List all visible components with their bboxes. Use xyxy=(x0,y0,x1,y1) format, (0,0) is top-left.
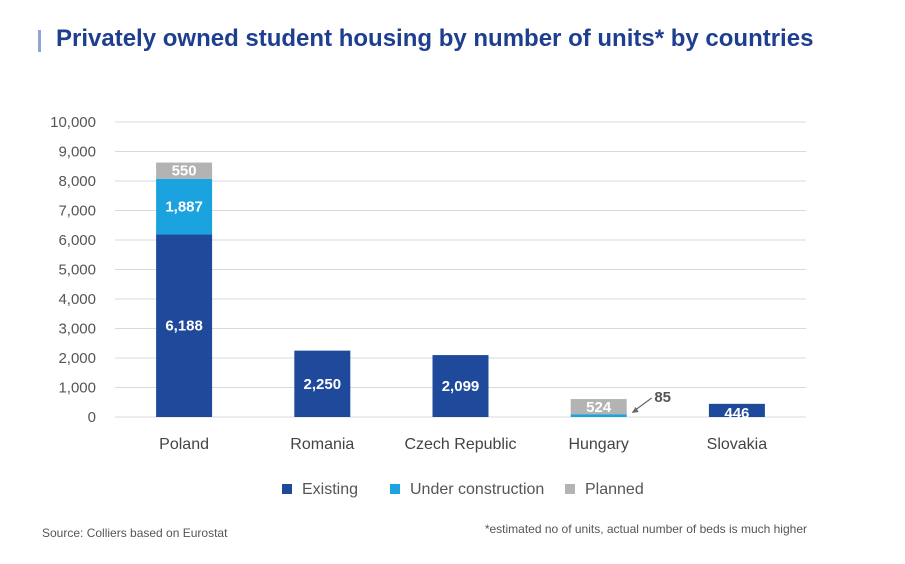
category-label: Slovakia xyxy=(707,436,768,453)
y-tick-label: 3,000 xyxy=(58,321,96,338)
y-tick-label: 4,000 xyxy=(58,291,96,308)
category-label: Czech Republic xyxy=(404,436,516,453)
data-label: 446 xyxy=(724,405,749,422)
data-label: 524 xyxy=(586,399,612,416)
y-tick-label: 10,000 xyxy=(50,114,96,131)
y-tick-label: 5,000 xyxy=(58,262,96,279)
data-label: 6,188 xyxy=(165,318,203,335)
legend-swatch xyxy=(565,484,575,494)
stacked-bar-chart: 0 1,000 2,000 3,000 4,000 5,000 6,000 7,000 8,00… xyxy=(50,114,806,498)
data-label: 2,099 xyxy=(442,378,480,395)
data-labels: 6,188 1,887 550 2,250 2,099 524 85 446 xyxy=(165,163,749,422)
data-label: 2,250 xyxy=(304,376,342,393)
y-tick-label: 1,000 xyxy=(58,380,96,397)
y-tick-label: 8,000 xyxy=(58,173,96,190)
data-label: 85 xyxy=(654,389,671,406)
chart-title: Privately owned student housing by numbe… xyxy=(56,25,814,52)
bar-poland-under-construction xyxy=(156,178,213,235)
legend-label: Existing xyxy=(302,481,358,498)
legend-swatch xyxy=(390,484,400,494)
legend-swatch xyxy=(282,484,292,494)
title-accent-bar xyxy=(38,30,41,52)
y-tick-label: 0 xyxy=(88,409,96,426)
y-tick-label: 6,000 xyxy=(58,232,96,249)
callout-arrowhead xyxy=(631,407,639,413)
data-label: 550 xyxy=(172,163,197,180)
bar-romania-existing xyxy=(294,350,351,417)
bar-poland-existing xyxy=(156,234,213,417)
category-label: Hungary xyxy=(568,436,628,453)
grid-lines xyxy=(115,121,806,418)
category-label: Romania xyxy=(290,436,354,453)
footnote: *estimated no of units, actual number of… xyxy=(484,522,807,536)
category-label: Poland xyxy=(159,436,209,453)
legend-label: Under construction xyxy=(410,481,544,498)
legend: Existing Under construction Planned xyxy=(282,481,644,498)
legend-label: Planned xyxy=(585,481,644,498)
bar-poland-planned xyxy=(156,162,213,179)
bar-hungary-planned xyxy=(570,399,627,415)
y-tick-label: 2,000 xyxy=(58,350,96,367)
data-label: 1,887 xyxy=(165,199,203,216)
y-axis-ticks: 0 1,000 2,000 3,000 4,000 5,000 6,000 7,000 8,00… xyxy=(50,114,96,426)
bar-czech-republic-existing xyxy=(432,355,489,417)
bar-slovakia-existing xyxy=(708,403,765,417)
y-tick-label: 9,000 xyxy=(58,144,96,161)
y-tick-label: 7,000 xyxy=(58,203,96,220)
bars xyxy=(156,162,765,417)
source-note: Source: Colliers based on Eurostat xyxy=(42,526,228,540)
x-axis-categories: Poland Romania Czech Republic Hungary Slovak… xyxy=(159,436,767,453)
bar-hungary-under-construction xyxy=(570,414,627,417)
